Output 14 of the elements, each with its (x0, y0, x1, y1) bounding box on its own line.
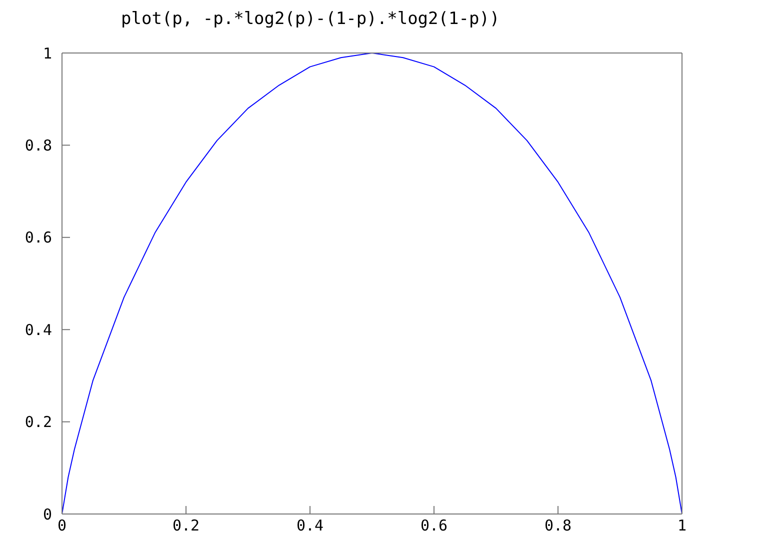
y-tick-label: 0.4 (24, 320, 52, 339)
x-tick-label: 0 (57, 516, 67, 535)
chart-title: plot(p, -p.*log2(p)-(1-p).*log2(1-p)) (120, 8, 501, 31)
x-tick-label: 0.4 (296, 516, 324, 535)
y-tick-label: 0.6 (24, 228, 52, 247)
line-series (62, 53, 682, 514)
y-tick-label: 1 (42, 44, 52, 62)
x-tick-label: 0.6 (420, 516, 448, 535)
x-tick-label: 0.8 (544, 516, 572, 535)
y-tick-label: 0 (42, 505, 52, 524)
y-tick-label: 0.8 (24, 136, 52, 155)
y-tick-label: 0.2 (24, 413, 52, 432)
x-tick-label: 0.2 (172, 516, 200, 535)
x-tick-label: 1 (677, 516, 687, 535)
